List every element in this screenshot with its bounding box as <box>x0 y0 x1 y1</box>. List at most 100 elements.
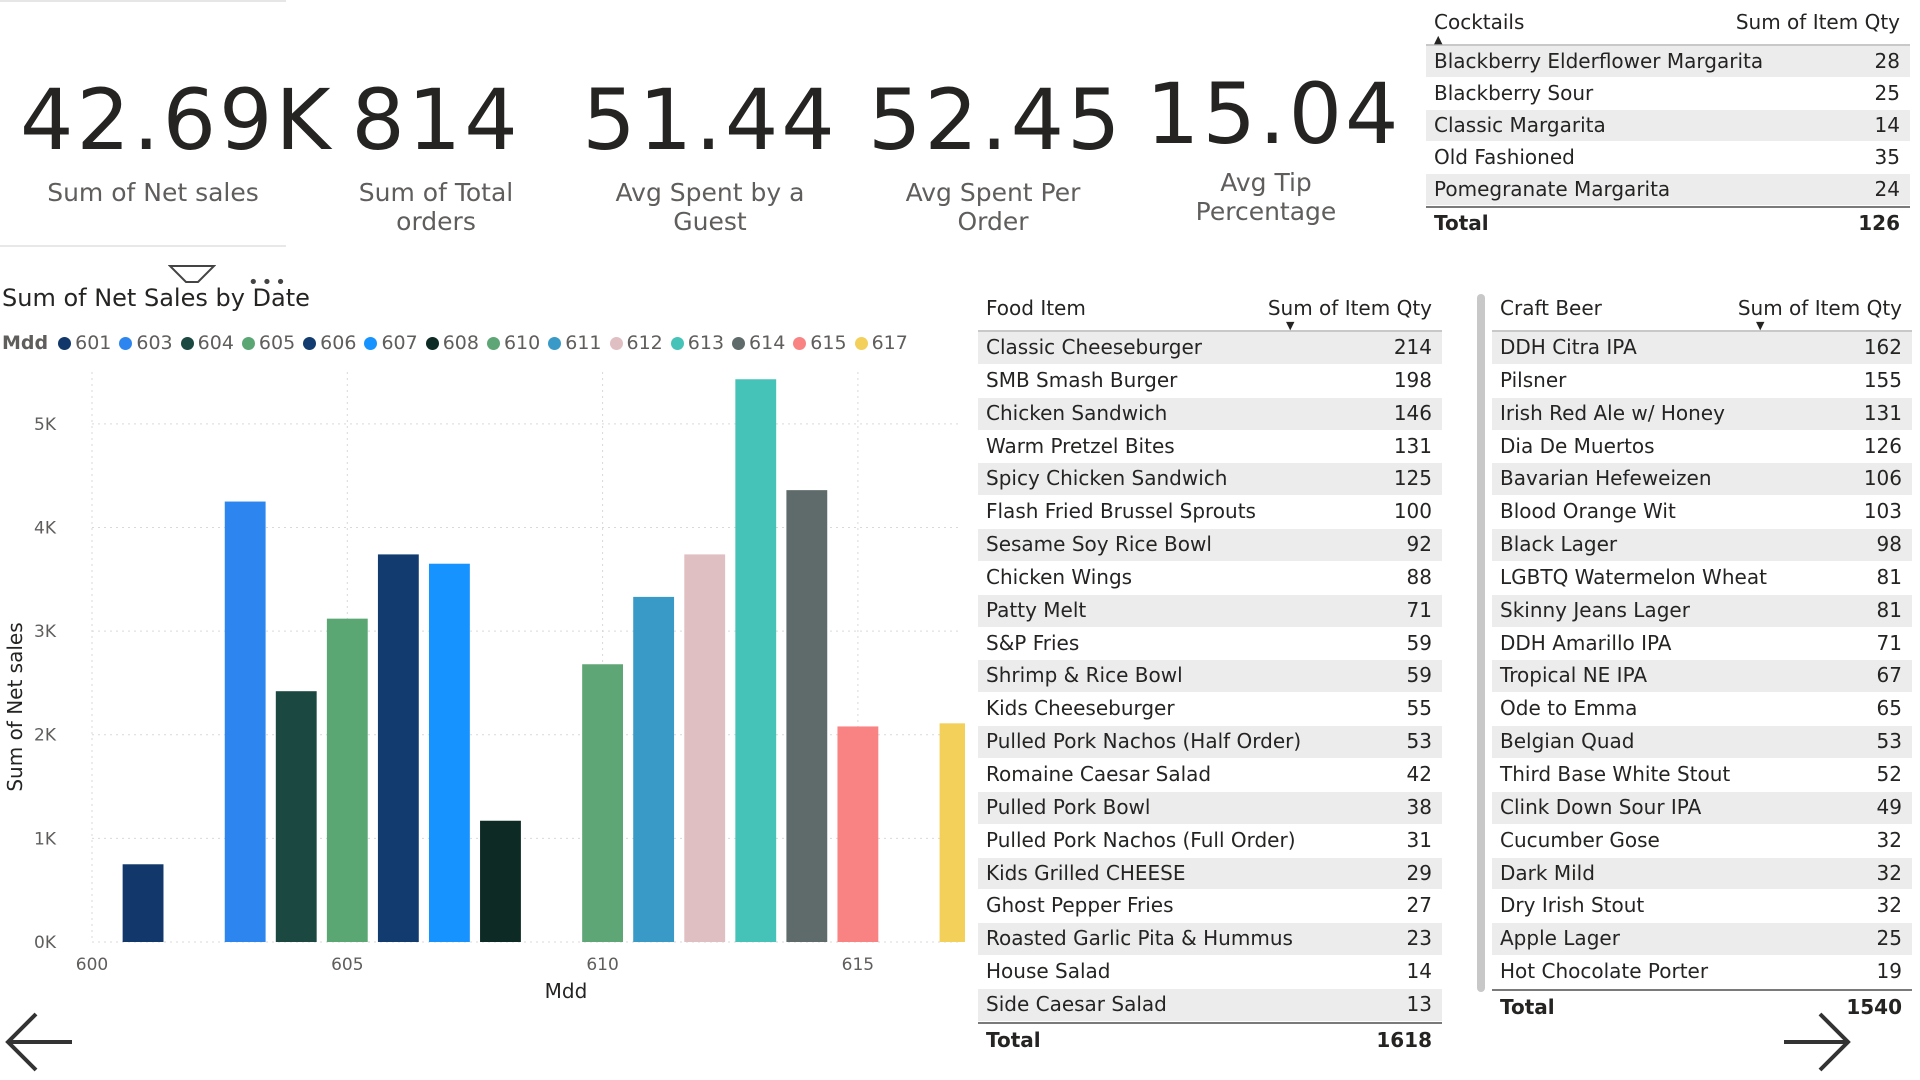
table-row[interactable]: Side Caesar Salad 13 <box>978 988 1442 1022</box>
table-row[interactable]: Cucumber Gose 32 <box>1492 825 1912 858</box>
item-qty: 19 <box>1876 959 1902 984</box>
table-row[interactable]: Bavarian Hefeweizen 106 <box>1492 463 1912 497</box>
column-header-qty[interactable]: Sum of Item Qty <box>1737 296 1902 320</box>
item-name: Pulled Pork Bowl <box>986 794 1151 819</box>
filter-icon[interactable] <box>167 264 217 290</box>
legend-item[interactable]: 617 <box>854 332 908 354</box>
legend-item[interactable]: 610 <box>486 332 540 354</box>
table-row[interactable]: Warm Pretzel Bites 131 <box>978 431 1442 464</box>
kpi-avg-spent-guest[interactable]: 51.44 Avg Spent by a Guest <box>580 70 840 236</box>
legend-item[interactable]: 601 <box>58 332 111 354</box>
table-row[interactable]: Dark Mild 32 <box>1492 857 1912 891</box>
food-item-table[interactable]: Food Item Sum of Item Qty ▼ Classic Chee… <box>978 286 1442 1056</box>
table-row[interactable]: Chicken Sandwich 146 <box>978 397 1442 431</box>
table-row[interactable]: Sesame Soy Rice Bowl 92 <box>978 529 1442 562</box>
table-row[interactable]: DDH Amarillo IPA 71 <box>1492 628 1912 661</box>
table-row[interactable]: Pomegranate Margarita 24 <box>1426 174 1910 206</box>
column-header-beer[interactable]: Craft Beer <box>1500 296 1602 320</box>
legend-item[interactable]: 605 <box>241 332 295 354</box>
table-row[interactable]: Belgian Quad 53 <box>1492 726 1912 759</box>
legend-item[interactable]: 606 <box>303 332 356 354</box>
table-row[interactable]: Romaine Caesar Salad 42 <box>978 759 1442 792</box>
legend-item[interactable]: 614 <box>732 332 785 354</box>
sort-ascending-icon: ▲ <box>1434 33 1443 46</box>
table-row[interactable]: Skinny Jeans Lager 81 <box>1492 594 1912 628</box>
legend-item[interactable]: 612 <box>609 332 663 354</box>
item-name: Kids Cheeseburger <box>986 696 1175 721</box>
table-total-row: Total 126 <box>1426 206 1910 239</box>
table-row[interactable]: Kids Grilled CHEESE 29 <box>978 857 1442 891</box>
y-axis-title: Sum of Net sales <box>3 622 27 791</box>
table-row[interactable]: Pilsner 155 <box>1492 365 1912 398</box>
table-row[interactable]: Pulled Pork Nachos (Half Order) 53 <box>978 726 1442 759</box>
table-row[interactable]: Pulled Pork Bowl 38 <box>978 791 1442 825</box>
table-row[interactable]: LGBTQ Watermelon Wheat 81 <box>1492 562 1912 595</box>
legend-item[interactable]: 608 <box>425 332 479 354</box>
table-row[interactable]: Apple Lager 25 <box>1492 923 1912 957</box>
table-row[interactable]: Kids Cheeseburger 55 <box>978 693 1442 727</box>
table-row[interactable]: Pulled Pork Nachos (Full Order) 31 <box>978 825 1442 858</box>
legend-item[interactable]: 613 <box>670 332 724 354</box>
table-row[interactable]: Clink Down Sour IPA 49 <box>1492 791 1912 825</box>
column-header-qty[interactable]: Sum of Item Qty <box>1735 10 1900 34</box>
kpi-net-sales[interactable]: 42.69K Sum of Net sales <box>20 70 331 207</box>
table-row[interactable]: Shrimp & Rice Bowl 59 <box>978 660 1442 694</box>
item-qty: 106 <box>1863 466 1902 491</box>
item-name: Flash Fried Brussel Sprouts <box>986 499 1256 524</box>
table-row[interactable]: Ode to Emma 65 <box>1492 693 1912 727</box>
table-row[interactable]: S&P Fries 59 <box>978 628 1442 661</box>
top-divider <box>0 0 286 2</box>
previous-page-arrow-icon[interactable] <box>0 1010 80 1074</box>
table-row[interactable]: SMB Smash Burger 198 <box>978 365 1442 398</box>
legend-item[interactable]: 611 <box>548 332 602 354</box>
item-name: Old Fashioned <box>1434 145 1575 169</box>
next-page-arrow-icon[interactable] <box>1780 1010 1860 1074</box>
table-row[interactable]: Tropical NE IPA 67 <box>1492 660 1912 694</box>
legend-item[interactable]: 604 <box>180 332 234 354</box>
legend-dot-icon <box>793 336 807 350</box>
kpi-avg-tip[interactable]: 15.04 Avg Tip Percentage <box>1146 64 1398 226</box>
table-row[interactable]: Dry Irish Stout 32 <box>1492 890 1912 924</box>
column-header-cocktails[interactable]: Cocktails <box>1434 10 1525 34</box>
item-qty: 103 <box>1863 499 1902 524</box>
legend-item[interactable]: 615 <box>793 332 847 354</box>
item-name: Spicy Chicken Sandwich <box>986 466 1228 491</box>
legend-item[interactable]: 603 <box>119 332 173 354</box>
table-row[interactable]: Flash Fried Brussel Sprouts 100 <box>978 496 1442 530</box>
column-header-food[interactable]: Food Item <box>986 296 1086 320</box>
table-row[interactable]: House Salad 14 <box>978 956 1442 989</box>
kpi-total-orders[interactable]: 814 Sum of Total orders <box>316 70 556 236</box>
y-tick-label: 3K <box>34 622 57 642</box>
cocktails-table[interactable]: Cocktails ▲ Sum of Item Qty Blackberry E… <box>1426 0 1910 239</box>
table-row[interactable]: Blackberry Sour 25 <box>1426 78 1910 110</box>
table-row[interactable]: Black Lager 98 <box>1492 529 1912 562</box>
table-row[interactable]: Roasted Garlic Pita & Hummus 23 <box>978 923 1442 957</box>
table-row[interactable]: Hot Chocolate Porter 19 <box>1492 956 1912 989</box>
table-row[interactable]: Patty Melt 71 <box>978 594 1442 628</box>
table-row[interactable]: Irish Red Ale w/ Honey 131 <box>1492 397 1912 431</box>
table-row[interactable]: Ghost Pepper Fries 27 <box>978 890 1442 924</box>
item-qty: 25 <box>1874 81 1900 105</box>
table-row[interactable]: DDH Citra IPA 162 <box>1492 332 1912 365</box>
table-row[interactable]: Old Fashioned 35 <box>1426 142 1910 174</box>
table-row[interactable]: Classic Margarita 14 <box>1426 110 1910 142</box>
item-qty: 98 <box>1876 532 1902 557</box>
table-row[interactable]: Classic Cheeseburger 214 <box>978 332 1442 365</box>
table-row[interactable]: Dia De Muertos 126 <box>1492 431 1912 464</box>
more-options-icon[interactable]: ••• <box>248 272 289 293</box>
food-table-scrollbar[interactable] <box>1477 294 1485 992</box>
column-header-qty[interactable]: Sum of Item Qty <box>1267 296 1432 320</box>
item-qty: 42 <box>1406 761 1432 786</box>
legend-item[interactable]: 607 <box>364 332 418 354</box>
item-qty: 14 <box>1406 959 1432 984</box>
table-row[interactable]: Blackberry Elderflower Margarita 28 <box>1426 46 1910 78</box>
bar-606 <box>377 554 419 942</box>
table-row[interactable]: Blood Orange Wit 103 <box>1492 496 1912 530</box>
table-row[interactable]: Third Base White Stout 52 <box>1492 759 1912 792</box>
table-row[interactable]: Spicy Chicken Sandwich 125 <box>978 463 1442 497</box>
item-qty: 67 <box>1876 663 1902 688</box>
table-row[interactable]: Chicken Wings 88 <box>978 562 1442 595</box>
x-tick-label: 615 <box>842 955 874 975</box>
kpi-avg-spent-order[interactable]: 52.45 Avg Spent Per Order <box>868 70 1120 236</box>
craft-beer-table[interactable]: Craft Beer Sum of Item Qty ▼ DDH Citra I… <box>1492 286 1912 1023</box>
